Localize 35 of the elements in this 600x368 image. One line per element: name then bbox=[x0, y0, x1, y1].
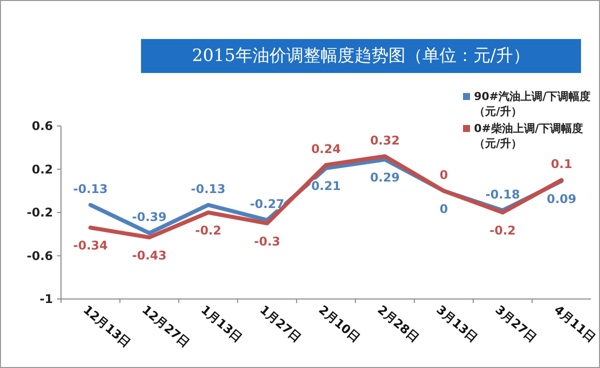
x-tick-label: 3月27日 bbox=[492, 302, 540, 345]
data-label: 0.1 bbox=[550, 157, 572, 172]
legend-label: 90#汽油上调/下调幅度（元/升） bbox=[474, 89, 592, 119]
x-tick-label: 2月10日 bbox=[316, 302, 363, 345]
data-label: 0.32 bbox=[370, 133, 400, 148]
data-label: -0.27 bbox=[250, 197, 284, 212]
data-label: 0.24 bbox=[311, 142, 341, 156]
data-label: -0.13 bbox=[190, 182, 226, 196]
chart-title: 2015年油价调整幅度趋势图（单位：元/升） bbox=[141, 39, 581, 73]
data-label: -0.13 bbox=[73, 182, 108, 196]
data-label: 0 bbox=[440, 168, 448, 182]
data-label: -0.2 bbox=[195, 224, 222, 238]
data-label: -0.3 bbox=[254, 234, 280, 248]
x-tick-label: 2月28日 bbox=[374, 302, 422, 345]
data-label: -0.2 bbox=[490, 224, 516, 238]
y-tick-label: -0.6 bbox=[26, 248, 53, 263]
data-label: 0.29 bbox=[370, 170, 400, 185]
x-tick-label: 1月27日 bbox=[257, 302, 304, 345]
data-label: 0.21 bbox=[311, 179, 341, 194]
x-tick-label: 3月13日 bbox=[434, 302, 480, 345]
y-tick-label: 0.6 bbox=[32, 119, 53, 133]
data-label: -0.39 bbox=[132, 210, 167, 224]
y-tick-label: -0.2 bbox=[26, 206, 53, 220]
data-label: -0.34 bbox=[73, 238, 108, 253]
x-tick-label: 1月13日 bbox=[198, 302, 245, 345]
x-tick-label: 12月13日 bbox=[80, 302, 134, 350]
y-tick-label: 0.2 bbox=[32, 162, 53, 176]
data-label: -0.18 bbox=[485, 187, 520, 202]
legend-label: 0#柴油上调/下调幅度（元/升） bbox=[474, 121, 584, 151]
x-tick-label: 4月11日 bbox=[552, 302, 598, 345]
data-label: 0.09 bbox=[546, 192, 576, 206]
x-tick-label: 12月27日 bbox=[139, 302, 192, 350]
data-label: -0.43 bbox=[132, 248, 167, 262]
data-label: 0 bbox=[440, 202, 448, 216]
y-tick-label: -1 bbox=[40, 292, 53, 306]
